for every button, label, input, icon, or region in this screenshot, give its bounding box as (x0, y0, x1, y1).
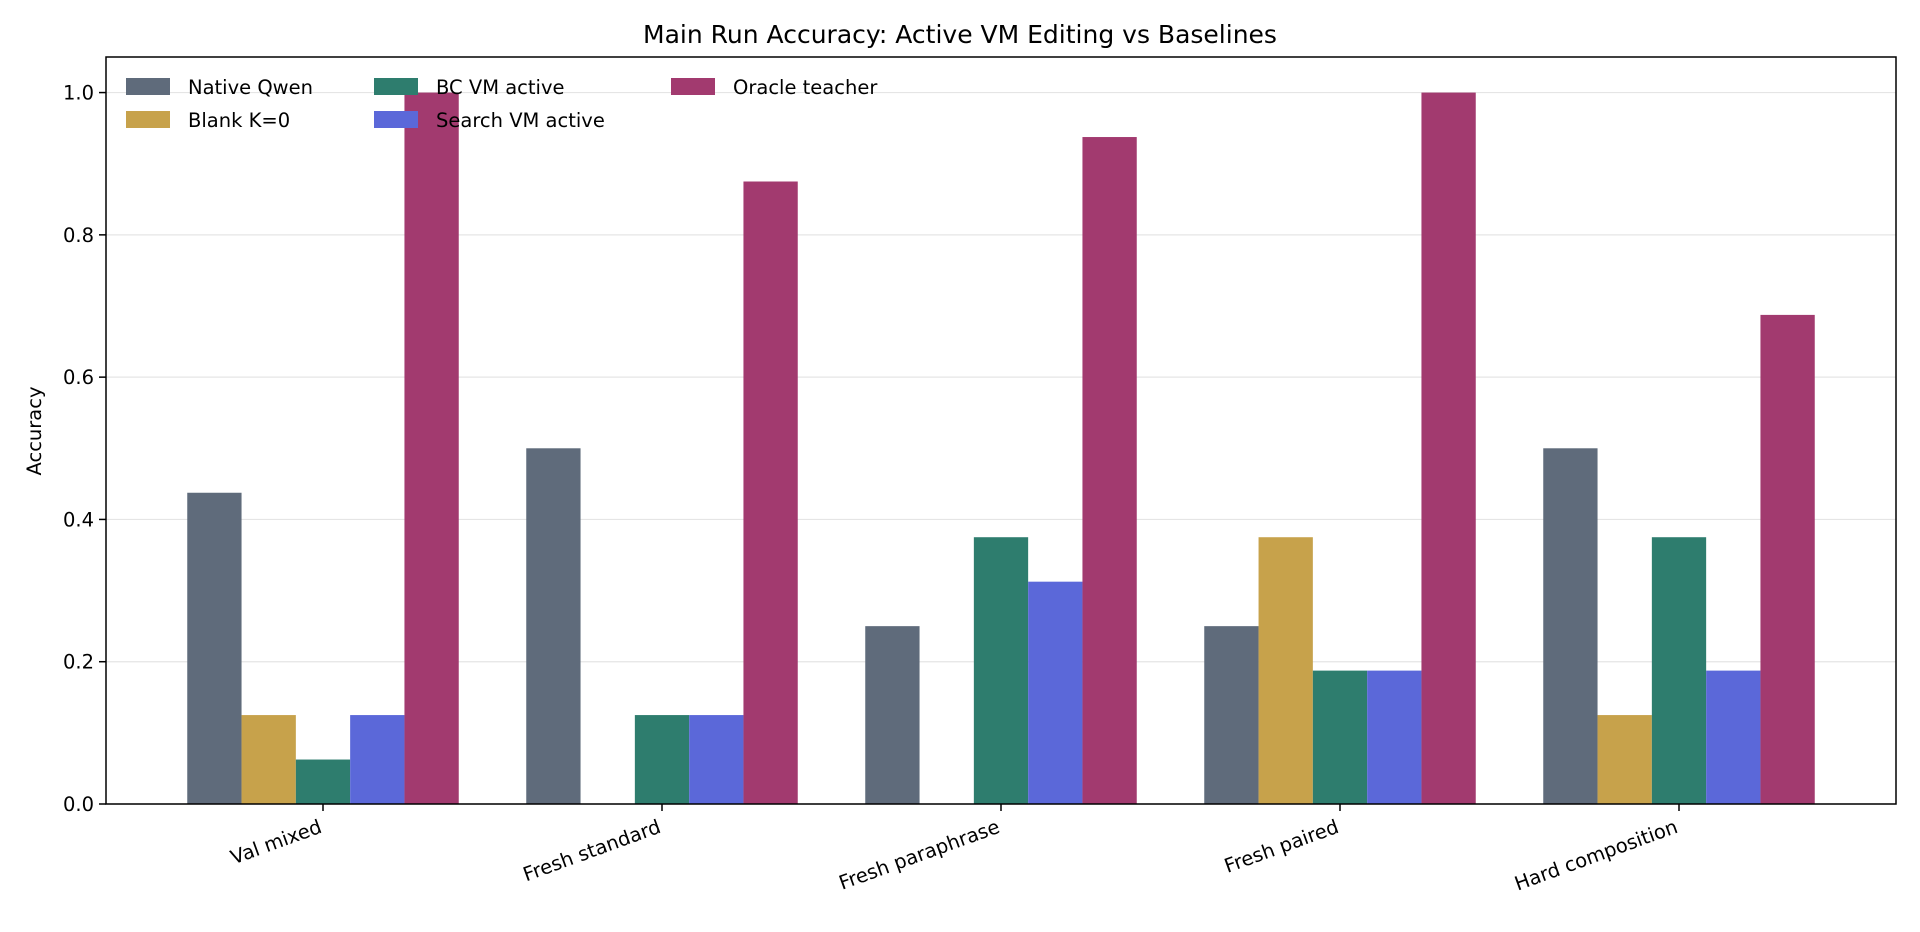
y-tick-label: 0.4 (63, 508, 94, 531)
bar: Search VM active – Fresh paired: 0.1875 (1367, 670, 1422, 804)
y-tick-label: 0.8 (63, 224, 94, 247)
legend-swatch (671, 78, 715, 95)
bar: BC VM active – Fresh paired: 0.1875 (1312, 670, 1368, 804)
legend-label: Search VM active (436, 109, 605, 132)
x-axis: Val mixed Fresh standard Fresh paraphrase F… (227, 804, 1681, 895)
y-axis-label: Accuracy (23, 386, 46, 475)
x-tick-label: Fresh paired (1221, 815, 1341, 878)
y-tick-label: 0.6 (63, 366, 94, 389)
bars-layer: Native Qwen – Val mixed: 0.4375Blank K=0… (187, 92, 1815, 805)
bar: Search VM active – Fresh paraphrase: 0.3… (1028, 581, 1083, 804)
legend-swatch (374, 78, 418, 95)
y-tick-label: 1.0 (63, 82, 94, 105)
legend-label: Blank K=0 (188, 109, 290, 132)
legend-label: Native Qwen (188, 76, 313, 99)
legend-swatch (126, 78, 170, 95)
bar: Oracle teacher – Fresh paired: 1 (1421, 92, 1476, 805)
legend-swatch (126, 111, 170, 128)
x-tick-label: Val mixed (227, 815, 324, 869)
bar: Blank K=0 – Val mixed: 0.125 (241, 715, 296, 804)
legend-swatch (374, 111, 418, 128)
y-tick-label: 0.0 (63, 793, 94, 816)
bar: Native Qwen – Fresh paired: 0.25 (1204, 626, 1259, 804)
bar: Blank K=0 – Fresh paired: 0.375 (1258, 537, 1313, 804)
bar: Search VM active – Hard composition: 0.1… (1706, 670, 1761, 804)
y-axis: 0.0 0.2 0.4 0.6 0.8 1.0 (63, 82, 106, 816)
legend: Native Qwen Blank K=0 BC VM active Search V… (126, 76, 878, 132)
bar: Oracle teacher – Fresh standard: 0.875 (743, 181, 798, 804)
x-tick-label: Fresh standard (520, 815, 664, 886)
bar: BC VM active – Fresh standard: 0.125 (634, 715, 690, 804)
bar: Oracle teacher – Fresh paraphrase: 0.937… (1082, 137, 1137, 805)
bar: Native Qwen – Val mixed: 0.4375 (187, 492, 242, 804)
x-tick-label: Fresh paraphrase (836, 815, 1003, 895)
bar: BC VM active – Fresh paraphrase: 0.375 (973, 537, 1029, 804)
bar: BC VM active – Val mixed: 0.0625 (295, 759, 351, 804)
y-tick-label: 0.2 (63, 651, 94, 674)
bar: Oracle teacher – Hard composition: 0.687… (1760, 314, 1815, 804)
bar: Native Qwen – Fresh paraphrase: 0.25 (865, 626, 920, 804)
bar: Native Qwen – Hard composition: 0.5 (1543, 448, 1598, 804)
bar: Oracle teacher – Val mixed: 1 (404, 92, 459, 805)
bar: Blank K=0 – Hard composition: 0.125 (1597, 715, 1652, 804)
bar: Native Qwen – Fresh standard: 0.5 (526, 448, 581, 804)
legend-label: BC VM active (436, 76, 564, 99)
bar: BC VM active – Hard composition: 0.375 (1651, 537, 1707, 804)
bar: Search VM active – Fresh standard: 0.125 (689, 715, 744, 804)
legend-label: Oracle teacher (733, 76, 878, 99)
x-tick-label: Hard composition (1511, 815, 1680, 895)
chart-title: Main Run Accuracy: Active VM Editing vs … (643, 20, 1277, 49)
bar: Search VM active – Val mixed: 0.125 (350, 715, 405, 804)
